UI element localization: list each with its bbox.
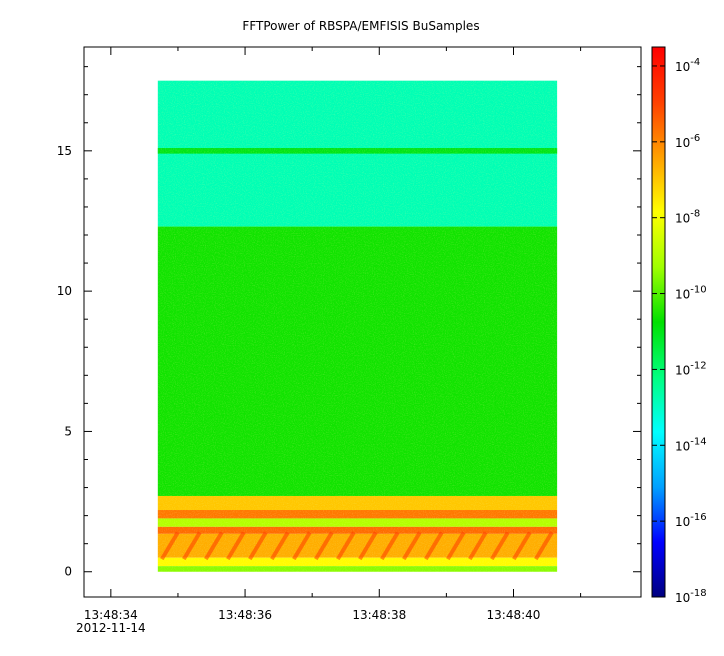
- chart-title: FFTPower of RBSPA/EMFISIS BuSamples: [242, 19, 479, 33]
- spectrogram-streak: [490, 531, 510, 561]
- y-tick-label: 15: [57, 144, 72, 158]
- spectrogram-streak: [534, 531, 554, 561]
- colorbar-tick-label: 10-8: [675, 209, 700, 226]
- colorbar-tick-label: 10-6: [675, 133, 700, 150]
- colorbar-tick-label: 10-10: [675, 285, 707, 302]
- spectrogram-streak: [380, 531, 400, 561]
- colorbar-gradient: [651, 46, 666, 598]
- x-tick-label: 13:48:40: [487, 608, 541, 622]
- spectrogram-streak: [512, 531, 532, 561]
- x-tick-date-label: 2012-11-14: [76, 621, 146, 635]
- x-tick-label: 13:48:34: [84, 608, 138, 622]
- spectrogram-streak: [424, 531, 444, 561]
- spectrogram-streak: [402, 531, 422, 561]
- colorbar-tick-label: 10-16: [675, 512, 707, 529]
- spectrogram-streak: [270, 531, 290, 561]
- spectrogram-streak: [292, 531, 312, 561]
- y-tick-label: 5: [64, 424, 72, 438]
- spectrogram-streak: [182, 531, 202, 561]
- spectrogram-streak: [314, 531, 334, 561]
- spectrogram-streak: [446, 531, 466, 561]
- colorbar-tick-label: 10-18: [675, 588, 707, 605]
- colorbar-tick-label: 10-14: [675, 436, 707, 453]
- spectrogram-streak: [336, 531, 356, 561]
- y-tick-label: 10: [57, 284, 72, 298]
- colorbar-tick-label: 10-12: [675, 360, 707, 377]
- colorbar: 10-4 10-6 10-8 10-10 10-12 10-14 10-16 10-18: [651, 46, 707, 605]
- plot-area: [83, 46, 642, 598]
- x-tick-label: 13:48:38: [352, 608, 406, 622]
- spectrogram-streak: [248, 531, 268, 561]
- x-tick-label: 13:48:36: [218, 608, 272, 622]
- spectrogram-streak: [204, 531, 224, 561]
- spectrogram-streak: [226, 531, 246, 561]
- spectrogram-streak: [468, 531, 488, 561]
- y-axis: 0 5 10 15: [57, 66, 641, 579]
- spectrogram-streak: [358, 531, 378, 561]
- colorbar-tick-label: 10-4: [675, 57, 700, 74]
- spectrogram-streak: [160, 531, 180, 561]
- y-tick-label: 0: [64, 565, 72, 579]
- spectrogram-texture: [157, 80, 558, 572]
